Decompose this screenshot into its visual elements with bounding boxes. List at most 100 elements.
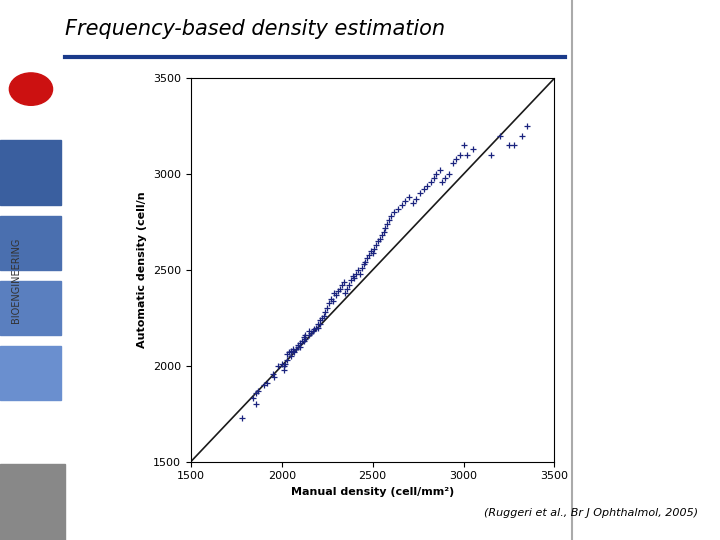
Point	[318, 312, 329, 320]
Point	[378, 227, 390, 236]
Point	[407, 199, 418, 207]
Point	[351, 269, 362, 278]
Point	[494, 131, 505, 140]
Point	[267, 369, 279, 378]
Point	[258, 381, 269, 389]
Point	[328, 289, 340, 298]
Point	[300, 335, 311, 343]
Point	[278, 362, 289, 370]
Point	[374, 235, 386, 244]
Point	[389, 208, 400, 217]
X-axis label: Manual density (cell/mm²): Manual density (cell/mm²)	[291, 487, 454, 497]
Point	[431, 170, 442, 178]
Point	[379, 224, 391, 232]
Point	[367, 248, 379, 257]
Point	[447, 158, 459, 167]
Point	[341, 285, 353, 294]
Point	[251, 388, 262, 397]
Point	[276, 360, 287, 368]
Point	[439, 174, 451, 183]
Y-axis label: Automatic density (cell/n: Automatic density (cell/n	[138, 192, 148, 348]
Point	[296, 336, 307, 345]
Point	[414, 189, 426, 198]
Point	[396, 200, 408, 209]
Point	[356, 264, 367, 272]
Point	[303, 327, 315, 336]
Point	[269, 373, 280, 382]
Point	[454, 151, 466, 159]
Point	[294, 342, 306, 351]
Point	[287, 346, 298, 355]
Point	[400, 197, 411, 205]
Point	[309, 325, 320, 334]
Point	[358, 260, 369, 268]
Point	[272, 362, 284, 370]
Point	[508, 141, 520, 150]
Text: (Ruggeri et al., Br J Ophthalmol, 2005): (Ruggeri et al., Br J Ophthalmol, 2005)	[485, 508, 698, 518]
Point	[314, 319, 325, 328]
Point	[282, 350, 293, 359]
Point	[458, 141, 469, 150]
Point	[298, 333, 310, 341]
Point	[338, 277, 349, 286]
Point	[418, 185, 429, 194]
Point	[503, 141, 515, 150]
Point	[285, 352, 297, 361]
Point	[279, 360, 291, 368]
Point	[325, 294, 336, 303]
Point	[392, 204, 404, 213]
Point	[436, 178, 447, 186]
Point	[347, 272, 359, 280]
Point	[247, 394, 258, 403]
Point	[462, 151, 473, 159]
Point	[278, 366, 289, 374]
Point	[236, 413, 248, 422]
Point	[385, 212, 397, 221]
Point	[372, 237, 384, 246]
Point	[371, 241, 382, 249]
Point	[316, 314, 328, 322]
Point	[352, 266, 364, 274]
Point	[282, 356, 293, 364]
Point	[365, 246, 377, 255]
Point	[330, 291, 342, 299]
Point	[321, 304, 333, 313]
Point	[434, 166, 446, 174]
Point	[340, 289, 351, 298]
Point	[383, 216, 395, 225]
Point	[294, 339, 306, 347]
Point	[428, 174, 440, 183]
Point	[410, 195, 422, 204]
Point	[252, 387, 264, 395]
Point	[345, 275, 356, 284]
Point	[320, 308, 331, 316]
Point	[292, 340, 304, 349]
Point	[283, 348, 294, 357]
Point	[314, 315, 325, 324]
Point	[323, 298, 335, 307]
Point	[287, 345, 298, 353]
Point	[425, 178, 436, 186]
Point	[285, 346, 297, 355]
Point	[354, 269, 366, 278]
Point	[312, 319, 324, 328]
Point	[300, 331, 311, 340]
Point	[348, 273, 360, 282]
Point	[292, 342, 304, 351]
Point	[403, 193, 415, 201]
Point	[361, 254, 373, 263]
Point	[298, 336, 310, 345]
Point	[444, 170, 455, 178]
Point	[333, 287, 344, 295]
Point	[305, 329, 317, 338]
Point	[343, 281, 355, 289]
Text: BIOENGINEERING: BIOENGINEERING	[11, 238, 21, 323]
Point	[307, 327, 318, 336]
Point	[485, 151, 497, 159]
Point	[451, 154, 462, 163]
Point	[310, 323, 322, 332]
Text: Frequency-based density estimation: Frequency-based density estimation	[65, 19, 445, 39]
Point	[251, 400, 262, 408]
Point	[521, 122, 533, 131]
Point	[369, 245, 380, 253]
